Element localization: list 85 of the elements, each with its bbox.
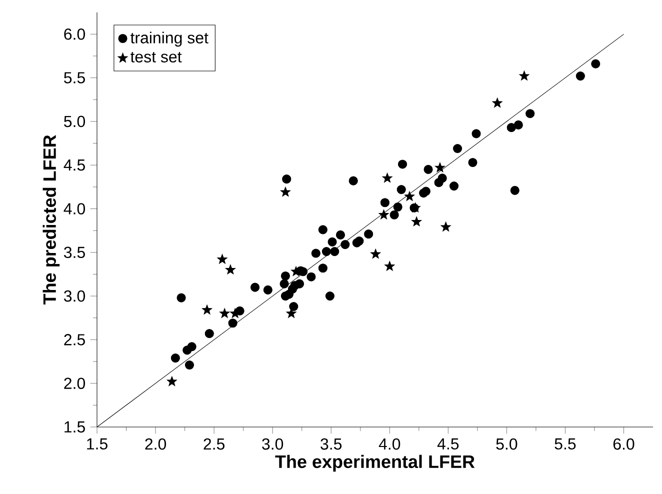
point bbox=[404, 191, 415, 201]
point bbox=[434, 162, 446, 172]
point bbox=[176, 293, 186, 302]
y-tick-label: 3.0 bbox=[64, 290, 86, 302]
y-tick-label: 2.0 bbox=[64, 378, 86, 390]
point bbox=[506, 123, 516, 132]
point bbox=[382, 172, 392, 183]
point bbox=[348, 176, 358, 186]
point bbox=[328, 237, 337, 246]
point bbox=[519, 70, 530, 80]
point bbox=[166, 376, 177, 386]
x-tick-label: 1.5 bbox=[87, 438, 108, 450]
point bbox=[438, 174, 447, 183]
point bbox=[280, 279, 289, 288]
point bbox=[294, 279, 304, 288]
point bbox=[225, 264, 236, 274]
point bbox=[364, 230, 374, 239]
point bbox=[380, 198, 390, 208]
point bbox=[468, 158, 478, 168]
point bbox=[336, 230, 346, 240]
x-tick-label: 4.0 bbox=[378, 438, 400, 450]
point bbox=[591, 59, 600, 68]
point bbox=[298, 267, 308, 276]
y-tick-label: 4.5 bbox=[64, 160, 85, 171]
point bbox=[322, 246, 331, 256]
point bbox=[220, 308, 230, 318]
point bbox=[510, 186, 520, 195]
point bbox=[184, 360, 194, 370]
point bbox=[449, 182, 459, 191]
point bbox=[330, 246, 340, 256]
x-tick-label: 2.0 bbox=[145, 438, 166, 450]
point bbox=[311, 248, 320, 258]
y-tick-label: 5.0 bbox=[64, 116, 86, 128]
point bbox=[576, 72, 585, 81]
y-axis-title: The predicted LFER bbox=[42, 135, 60, 304]
point bbox=[370, 248, 381, 259]
point bbox=[424, 164, 433, 174]
x-tick-label: 5.0 bbox=[496, 438, 518, 450]
point bbox=[526, 109, 535, 118]
point bbox=[398, 160, 408, 169]
x-tick-label: 3.5 bbox=[320, 438, 342, 450]
point bbox=[250, 282, 260, 292]
point bbox=[390, 210, 399, 220]
point bbox=[452, 144, 462, 154]
point bbox=[411, 216, 422, 226]
y-tick-label: 6.0 bbox=[64, 28, 86, 40]
point bbox=[514, 120, 523, 130]
point bbox=[325, 292, 334, 301]
point bbox=[286, 308, 296, 318]
point bbox=[384, 261, 395, 271]
point bbox=[280, 186, 291, 197]
point bbox=[472, 129, 481, 138]
point bbox=[306, 272, 316, 282]
x-tick-label: 2.5 bbox=[204, 438, 224, 450]
x-tick-label: 4.5 bbox=[437, 438, 459, 450]
point bbox=[289, 302, 298, 312]
point bbox=[354, 236, 364, 246]
point bbox=[187, 342, 196, 352]
x-tick-label: 3.0 bbox=[262, 438, 284, 450]
point bbox=[280, 271, 290, 281]
point bbox=[263, 285, 272, 294]
point bbox=[318, 264, 328, 273]
legend-label: test set bbox=[130, 52, 182, 62]
x-tick-label: 5.5 bbox=[554, 438, 576, 450]
point bbox=[282, 174, 292, 184]
point bbox=[378, 210, 389, 220]
point bbox=[318, 225, 328, 234]
x-axis-title: The experimental LFER bbox=[275, 454, 475, 472]
x-tick-label: 6.0 bbox=[613, 438, 634, 450]
y-tick-label: 2.5 bbox=[64, 334, 85, 346]
point bbox=[217, 254, 228, 264]
point bbox=[340, 240, 350, 250]
y-tick-label: 4.0 bbox=[64, 203, 86, 214]
point bbox=[228, 318, 238, 328]
point bbox=[440, 222, 451, 232]
point bbox=[204, 329, 214, 338]
y-tick-label: 3.5 bbox=[64, 246, 85, 258]
point bbox=[393, 202, 402, 212]
point bbox=[492, 98, 502, 108]
point bbox=[170, 354, 180, 363]
y-tick-label: 5.5 bbox=[64, 72, 85, 84]
legend-label: training set bbox=[130, 32, 208, 47]
point bbox=[396, 185, 406, 194]
point bbox=[202, 304, 212, 314]
y-tick-label: 1.5 bbox=[64, 421, 85, 433]
